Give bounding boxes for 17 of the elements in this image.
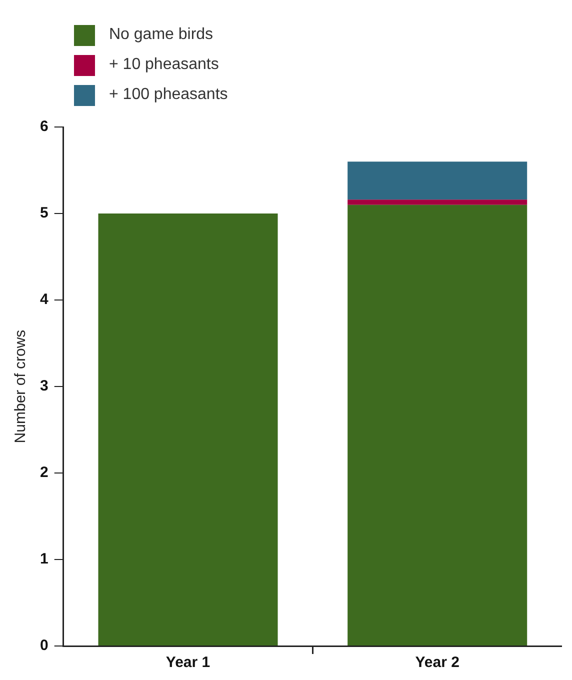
y-tick-label: 0 [40,637,48,654]
y-tick-label: 5 [40,204,48,222]
y-tick-label: 6 [40,118,48,136]
y-axis-title: Number of crows [12,330,30,444]
legend-label: + 100 pheasants [109,86,228,104]
bar [98,214,278,646]
bar [348,200,528,205]
legend-label: + 10 pheasants [109,56,219,74]
bar [348,204,528,646]
y-tick-label: 3 [40,378,48,395]
bar [348,162,528,200]
x-tick-label: Year 2 [415,654,460,672]
y-tick-label: 1 [40,550,48,568]
legend-label: No game birds [109,26,214,44]
x-tick-label: Year 1 [166,654,210,672]
y-tick-label: 4 [40,291,49,308]
y-tick-label: 2 [40,464,48,482]
